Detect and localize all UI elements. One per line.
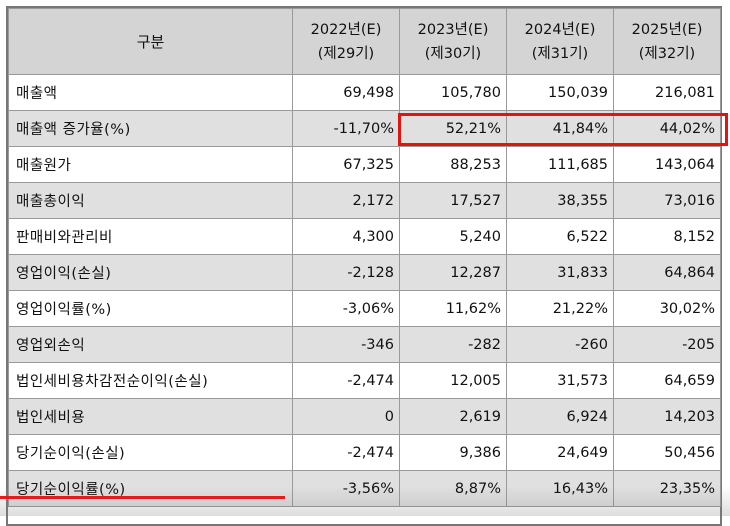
table-row: 당기순이익률(%) -3,56% 8,87% 16,43% 23,35% (8, 470, 721, 507)
financial-forecast-table: 구분 2022년(E) (제29기) 2023년(E) (제30기) 2024년(E… (8, 8, 721, 507)
header-term: (제31기) (531, 45, 589, 62)
cell-value: 12,287 (399, 254, 507, 291)
cell-value: 31,573 (506, 362, 614, 399)
cell-value: 150,039 (506, 74, 614, 111)
table-row: 법인세비용 0 2,619 6,924 14,203 (8, 398, 721, 435)
table-row: 영업이익(손실) -2,128 12,287 31,833 64,864 (8, 254, 721, 291)
cell-value: 67,325 (292, 146, 400, 183)
header-year-2024: 2024년(E) (제31기) (506, 8, 614, 75)
cell-value: 16,43% (506, 470, 614, 507)
table-row: 영업이익률(%) -3,06% 11,62% 21,22% 30,02% (8, 290, 721, 327)
header-row: 구분 2022년(E) (제29기) 2023년(E) (제30기) 2024년(E… (8, 8, 721, 75)
table-row: 영업외손익 -346 -282 -260 -205 (8, 326, 721, 363)
row-label: 영업외손익 (8, 326, 293, 363)
header-term: (제30기) (424, 45, 482, 62)
header-year-2023: 2023년(E) (제30기) (399, 8, 507, 75)
table-row: 판매비와관리비 4,300 5,240 6,522 8,152 (8, 218, 721, 255)
header-label: 구분 (8, 8, 293, 75)
cell-value: 105,780 (399, 74, 507, 111)
header-year: 2022년(E) (310, 21, 382, 38)
row-label: 당기순이익률(%) (8, 470, 293, 507)
cell-value: 23,35% (613, 470, 721, 507)
cell-value: 4,300 (292, 218, 400, 255)
cell-value: -282 (399, 326, 507, 363)
cell-value: -2,474 (292, 362, 400, 399)
table-row: 당기순이익(손실) -2,474 9,386 24,649 50,456 (8, 434, 721, 471)
table-row: 매출원가 67,325 88,253 111,685 143,064 (8, 146, 721, 183)
cell-value: -2,128 (292, 254, 400, 291)
cell-value: -260 (506, 326, 614, 363)
row-label: 법인세비용차감전순이익(손실) (8, 362, 293, 399)
cell-value: 111,685 (506, 146, 614, 183)
table-row: 매출액 69,498 105,780 150,039 216,081 (8, 74, 721, 111)
cell-value: 8,87% (399, 470, 507, 507)
cell-value: 64,659 (613, 362, 721, 399)
header-term: (제32기) (638, 45, 696, 62)
cell-value: 38,355 (506, 182, 614, 219)
cell-value: -3,56% (292, 470, 400, 507)
cell-value: 5,240 (399, 218, 507, 255)
video-progress-bar[interactable] (0, 496, 285, 499)
cell-value: -11,70% (292, 110, 400, 147)
row-label: 영업이익률(%) (8, 290, 293, 327)
cell-value: 50,456 (613, 434, 721, 471)
cell-value: 88,253 (399, 146, 507, 183)
row-label: 판매비와관리비 (8, 218, 293, 255)
cell-value: 8,152 (613, 218, 721, 255)
header-year-2022: 2022년(E) (제29기) (292, 8, 400, 75)
table-row: 매출액 증가율(%) -11,70% 52,21% 41,84% 44,02% (8, 110, 721, 147)
cell-value: 30,02% (613, 290, 721, 327)
cell-value: 24,649 (506, 434, 614, 471)
row-label: 법인세비용 (8, 398, 293, 435)
cell-value: 2,619 (399, 398, 507, 435)
cell-value: 143,064 (613, 146, 721, 183)
row-label: 당기순이익(손실) (8, 434, 293, 471)
cell-value: 64,864 (613, 254, 721, 291)
row-label: 매출액 (8, 74, 293, 111)
cell-value: 12,005 (399, 362, 507, 399)
row-label: 매출액 증가율(%) (8, 110, 293, 147)
cell-value: 52,21% (399, 110, 507, 147)
cell-value: 0 (292, 398, 400, 435)
cell-value: -3,06% (292, 290, 400, 327)
cell-value: 41,84% (506, 110, 614, 147)
table-row: 법인세비용차감전순이익(손실) -2,474 12,005 31,573 64,… (8, 362, 721, 399)
cell-value: 216,081 (613, 74, 721, 111)
header-year: 2025년(E) (631, 21, 703, 38)
cell-value: -205 (613, 326, 721, 363)
header-year: 2023년(E) (417, 21, 489, 38)
header-year: 2024년(E) (524, 21, 596, 38)
cell-value: 6,522 (506, 218, 614, 255)
cell-value: 14,203 (613, 398, 721, 435)
row-label: 영업이익(손실) (8, 254, 293, 291)
cell-value: 2,172 (292, 182, 400, 219)
cell-value: 17,527 (399, 182, 507, 219)
cell-value: -2,474 (292, 434, 400, 471)
cell-value: 73,016 (613, 182, 721, 219)
row-label: 매출원가 (8, 146, 293, 183)
cell-value: 6,924 (506, 398, 614, 435)
table-row: 매출총이익 2,172 17,527 38,355 73,016 (8, 182, 721, 219)
row-label: 매출총이익 (8, 182, 293, 219)
cell-value: 31,833 (506, 254, 614, 291)
cell-value: 69,498 (292, 74, 400, 111)
cell-value: 11,62% (399, 290, 507, 327)
cell-value: 44,02% (613, 110, 721, 147)
header-term: (제29기) (317, 45, 375, 62)
cell-value: 9,386 (399, 434, 507, 471)
cell-value: 21,22% (506, 290, 614, 327)
cell-value: -346 (292, 326, 400, 363)
header-year-2025: 2025년(E) (제32기) (613, 8, 721, 75)
